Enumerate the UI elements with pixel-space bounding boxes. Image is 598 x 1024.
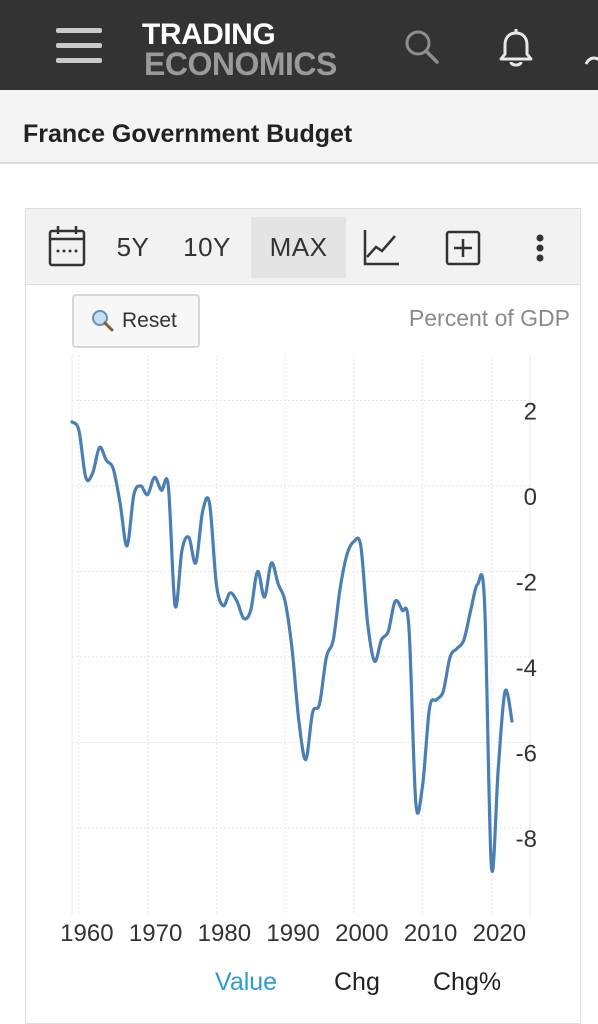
top-navigation-bar: TRADING ECONOMICS	[0, 0, 598, 90]
y-axis-ticks: 2 0 -2 -4 -6 -8	[516, 399, 537, 854]
search-icon[interactable]	[402, 28, 442, 68]
logo-line-1: TRADING	[142, 18, 276, 51]
calendar-icon[interactable]	[46, 209, 90, 286]
more-vertical-icon[interactable]	[530, 209, 550, 286]
tab-chg[interactable]: Chg	[334, 968, 380, 996]
x-tick-label: 2000	[335, 920, 388, 947]
x-tick-label: 1970	[129, 920, 182, 947]
range-max-button[interactable]: MAX	[251, 217, 346, 278]
y-tick-label: 0	[524, 484, 537, 511]
magnifier-icon	[92, 310, 114, 332]
chart-tabs: Value Chg Chg%	[0, 968, 598, 1018]
y-tick-label: -4	[516, 655, 537, 682]
chart-toolbar: 5Y 10Y MAX	[25, 208, 581, 285]
line-chart-icon[interactable]	[362, 209, 402, 286]
unit-label: Percent of GDP	[408, 305, 570, 331]
series-line	[70, 420, 514, 873]
y-tick-label: 2	[524, 399, 537, 426]
y-tick-label: -8	[516, 826, 537, 853]
reset-zoom-button[interactable]: Reset	[72, 294, 200, 348]
y-tick-label: -2	[516, 570, 537, 597]
logo-line-2: ECONOMICS	[144, 46, 337, 82]
x-tick-label: 1960	[60, 920, 113, 947]
trading-economics-logo[interactable]: TRADING ECONOMICS	[140, 18, 370, 82]
add-box-icon[interactable]	[444, 209, 482, 286]
x-tick-label: 2010	[404, 920, 457, 947]
user-icon[interactable]	[584, 34, 598, 68]
menu-icon[interactable]	[56, 26, 102, 64]
x-tick-label: 1990	[266, 920, 319, 947]
y-tick-label: -6	[516, 741, 537, 768]
title-bar: France Government Budget	[0, 90, 598, 164]
tab-value[interactable]: Value	[215, 968, 278, 996]
x-tick-label: 2020	[473, 920, 526, 947]
bell-icon[interactable]	[496, 28, 536, 70]
chart-grid	[71, 355, 531, 915]
range-5y-button[interactable]: 5Y	[116, 232, 150, 262]
x-tick-label: 1980	[198, 920, 251, 947]
reset-label: Reset	[122, 309, 177, 332]
tab-chg-percent[interactable]: Chg%	[433, 968, 502, 996]
x-axis-ticks: 1960 1970 1980 1990 2000 2010 2020	[60, 920, 526, 947]
page-title: France Government Budget	[23, 120, 353, 148]
range-10y-button[interactable]: 10Y	[183, 232, 231, 262]
